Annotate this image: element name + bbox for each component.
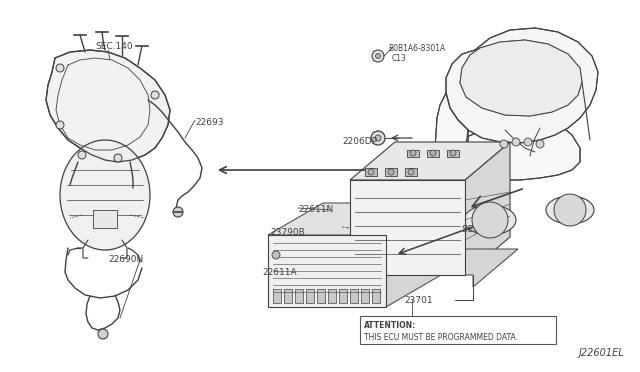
Text: 22611N: 22611N xyxy=(298,205,333,214)
Text: B0B1A6-8301A: B0B1A6-8301A xyxy=(388,44,445,53)
Circle shape xyxy=(450,150,456,156)
Bar xyxy=(405,168,417,176)
Circle shape xyxy=(372,50,384,62)
Text: 2206DP: 2206DP xyxy=(342,137,377,146)
Ellipse shape xyxy=(60,140,150,250)
Polygon shape xyxy=(46,50,170,162)
Bar xyxy=(361,289,369,303)
Bar xyxy=(365,168,377,176)
Circle shape xyxy=(376,54,381,58)
Bar xyxy=(360,316,556,344)
Ellipse shape xyxy=(464,205,516,235)
Polygon shape xyxy=(350,142,510,180)
Text: 23701: 23701 xyxy=(404,296,433,305)
Bar xyxy=(447,150,459,157)
Circle shape xyxy=(388,169,394,175)
Circle shape xyxy=(272,251,280,259)
Circle shape xyxy=(114,154,122,162)
Bar xyxy=(93,210,117,228)
Text: C13: C13 xyxy=(392,54,407,63)
Circle shape xyxy=(408,169,414,175)
Bar xyxy=(328,289,336,303)
Text: SEC. 244: SEC. 244 xyxy=(462,225,502,234)
Text: SEC.140: SEC.140 xyxy=(95,42,132,51)
Bar xyxy=(350,289,358,303)
Polygon shape xyxy=(446,28,598,143)
Circle shape xyxy=(78,151,86,159)
Polygon shape xyxy=(268,203,441,235)
Bar xyxy=(306,289,314,303)
Bar xyxy=(268,235,386,307)
Bar xyxy=(350,180,465,275)
Circle shape xyxy=(554,194,586,226)
Bar xyxy=(273,289,281,303)
Bar xyxy=(317,289,325,303)
Text: ATTENTION:: ATTENTION: xyxy=(364,321,416,330)
Circle shape xyxy=(371,131,385,145)
Text: 23790B: 23790B xyxy=(270,228,305,237)
Circle shape xyxy=(56,121,64,129)
Circle shape xyxy=(173,207,183,217)
Text: J22601EL: J22601EL xyxy=(579,348,624,358)
Polygon shape xyxy=(425,93,472,220)
Polygon shape xyxy=(446,120,580,180)
Bar xyxy=(372,289,380,303)
Text: THIS ECU MUST BE PROGRAMMED DATA.: THIS ECU MUST BE PROGRAMMED DATA. xyxy=(364,333,518,341)
Text: 22690N: 22690N xyxy=(108,255,143,264)
Circle shape xyxy=(98,329,108,339)
Circle shape xyxy=(56,64,64,72)
Circle shape xyxy=(375,135,381,141)
Circle shape xyxy=(512,138,520,146)
Bar xyxy=(427,150,439,157)
Text: 22611A: 22611A xyxy=(262,268,296,277)
Circle shape xyxy=(151,91,159,99)
Circle shape xyxy=(410,150,416,156)
Polygon shape xyxy=(460,40,582,116)
Bar xyxy=(284,289,292,303)
Bar xyxy=(407,150,419,157)
Circle shape xyxy=(430,150,436,156)
Polygon shape xyxy=(386,203,441,307)
Circle shape xyxy=(500,140,508,148)
Circle shape xyxy=(536,140,544,148)
Text: 22693: 22693 xyxy=(195,118,223,127)
Bar xyxy=(385,168,397,176)
Circle shape xyxy=(472,202,508,238)
Polygon shape xyxy=(465,142,510,275)
Ellipse shape xyxy=(546,196,594,224)
Bar xyxy=(339,289,347,303)
Polygon shape xyxy=(342,249,518,287)
Bar xyxy=(295,289,303,303)
Circle shape xyxy=(368,169,374,175)
Circle shape xyxy=(524,138,532,146)
